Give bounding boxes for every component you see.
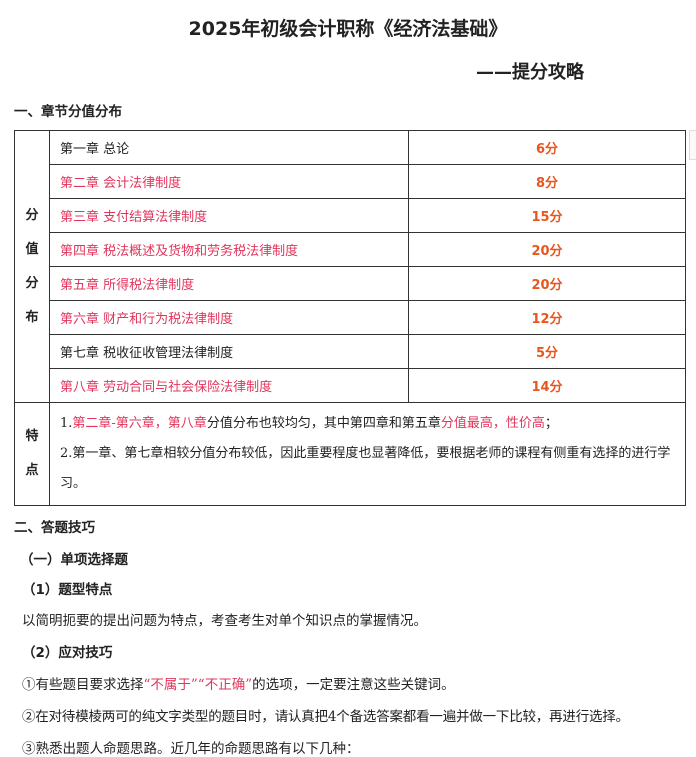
table-row: 第三章 支付结算法律制度 15分 [15,198,686,233]
section-heading-1: 一、章节分值分布 [14,104,122,120]
chapter-cell: 第一章 总论 [49,130,409,165]
table-row: 第七章 税收征收管理法律制度 5分 [15,334,686,369]
feature-1-text: 分值分布也较均匀，其中第四章和第五章 [206,416,441,431]
side-label-features: 特点 [14,402,50,506]
section-heading-2: 二、答题技巧 [14,520,95,536]
tip-1: ①有些题目要求选择“不属于”“不正确”的选项，一定要注意这些关键词。 [22,673,455,693]
table-row: 第二章 会计法律制度 8分 [15,164,686,199]
tip-1-text-end: 的选项，一定要注意这些关键词。 [252,677,455,693]
side-label-char: 分 [25,275,39,291]
table-row: 分值分布第一章 总论 6分 [14,130,686,403]
score-cell: 20分 [408,232,686,267]
side-tab [689,130,696,160]
table-row: 第六章 财产和行为税法律制度 12分 [15,300,686,335]
score-table: 分值分布第一章 总论 6分 第二章 会计法律制度 8分 第三章 支付结算法律制度 15分第… [14,130,686,506]
score-cell: 8分 [408,164,686,199]
tip-1-keywords: “不属于”“不正确” [143,677,253,693]
subheading-tips: （2）应对技巧 [22,645,113,661]
tip-1-text: ①有些题目要求选择 [22,677,144,693]
feature-1-chapters: 第二章-第六章，第八章 [72,416,207,431]
chapter-cell: 第七章 税收征收管理法律制度 [49,334,409,369]
chapter-cell: 第五章 所得税法律制度 [49,266,409,301]
score-cell: 12分 [408,300,686,335]
subheading-features: （1）题型特点 [22,582,113,598]
score-cell: 20分 [408,266,686,301]
score-cell: 15分 [408,198,686,233]
subheading-single-choice: （一）单项选择题 [20,552,128,568]
feature-1: 1.第二章-第六章，第八章分值分布也较均匀，其中第四章和第五章分值最高，性价高； [60,409,675,439]
side-label-char: 值 [25,241,39,257]
feature-2: 2.第一章、第七章相较分值分布较低，因此重要程度也显著降低，要根据老师的课程有侧… [60,446,671,491]
features-cell: 1.第二章-第六章，第八章分值分布也较均匀，其中第四章和第五章分值最高，性价高；… [49,402,686,506]
paragraph-features: 以简明扼要的提出问题为特点，考查考生对单个知识点的掌握情况。 [22,613,427,629]
score-cell: 6分 [408,130,686,165]
chapter-cell: 第六章 财产和行为税法律制度 [49,300,409,335]
chapter-cell: 第四章 税法概述及货物和劳务税法律制度 [49,232,409,267]
chapter-cell: 第三章 支付结算法律制度 [49,198,409,233]
side-label-char: 特 [25,429,39,444]
document-subtitle: ——提分攻略 [476,62,584,83]
feature-1-end: ； [544,416,558,431]
document-title: 2025年初级会计职称《经济法基础》 [188,18,508,40]
feature-1-highlight: 分值最高，性价高 [440,416,545,431]
score-cell: 5分 [408,334,686,369]
tip-2: ②在对待模棱两可的纯文字类型的题目时，请认真把4个备选答案都看一遍并做一下比较，… [22,709,629,725]
side-label-score-distribution: 分值分布 [14,130,50,403]
table-row: 第五章 所得税法律制度 20分 [15,266,686,301]
chapter-cell: 第八章 劳动合同与社会保险法律制度 [49,368,409,403]
chapter-cell: 第二章 会计法律制度 [49,164,409,199]
table-row: 第八章 劳动合同与社会保险法律制度 14分 [15,368,686,403]
side-label-char: 布 [25,309,39,325]
feature-1-num: 1. [60,416,73,431]
table-row: 第四章 税法概述及货物和劳务税法律制度 20分 [15,232,686,267]
score-cell: 14分 [408,368,686,403]
side-label-char: 分 [25,207,39,223]
features-row: 特点 1.第二章-第六章，第八章分值分布也较均匀，其中第四章和第五章分值最高，性价… [14,402,686,506]
side-label-char: 点 [25,463,39,478]
tip-3: ③熟悉出题人命题思路。近几年的命题思路有以下几种： [22,741,360,757]
